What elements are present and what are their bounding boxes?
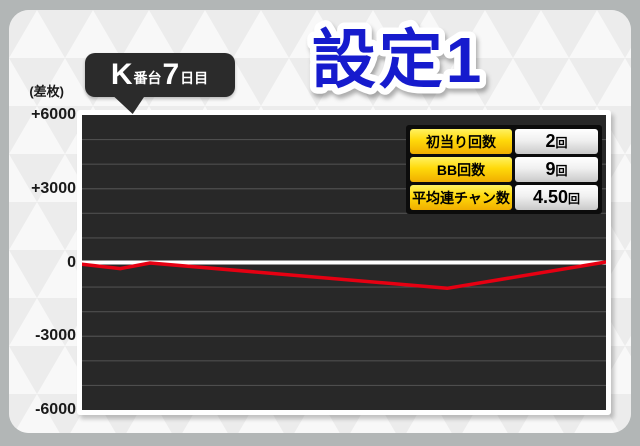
y-axis-tick: +3000 — [31, 179, 76, 197]
stat-value-number: 4.50 — [532, 187, 569, 207]
machine-label-bubble: K 番台 7 日目 — [85, 53, 235, 97]
stat-value-unit: 回 — [555, 164, 568, 178]
stat-value: 4.50 回 — [515, 185, 598, 210]
y-axis-tick: 0 — [67, 253, 76, 271]
stat-value: 2 回 — [515, 129, 598, 154]
stat-row: 初当り回数 2 回 — [410, 129, 598, 154]
stats-table: 初当り回数 2 回 BB回数 9 回 平均連チャン数 4.50 回 — [406, 125, 602, 214]
machine-day: 7 — [162, 58, 180, 91]
stat-label: 初当り回数 — [410, 129, 512, 154]
machine-day-suffix: 日目 — [180, 70, 209, 86]
stat-label: BB回数 — [410, 157, 512, 182]
stat-value-unit: 回 — [555, 136, 568, 150]
y-axis-unit-label: (差枚) — [29, 84, 64, 99]
stat-value-number: 2 — [545, 131, 556, 151]
stat-value: 9 回 — [515, 157, 598, 182]
stat-row: BB回数 9 回 — [410, 157, 598, 182]
stat-label: 平均連チャン数 — [410, 185, 512, 210]
stat-value-unit: 回 — [568, 192, 581, 206]
page-title: 設定1 — [305, 18, 488, 103]
stat-value-number: 9 — [545, 159, 556, 179]
line-chart — [82, 138, 606, 387]
machine-unit-suffix: 番台 — [133, 70, 162, 86]
stat-row: 平均連チャン数 4.50 回 — [410, 185, 598, 210]
machine-unit: K — [110, 58, 133, 91]
page-title-text: 設定1 — [312, 24, 485, 96]
y-axis-tick: +6000 — [31, 106, 76, 123]
y-axis-tick: -3000 — [35, 327, 76, 345]
y-axis-tick: -6000 — [35, 401, 76, 418]
